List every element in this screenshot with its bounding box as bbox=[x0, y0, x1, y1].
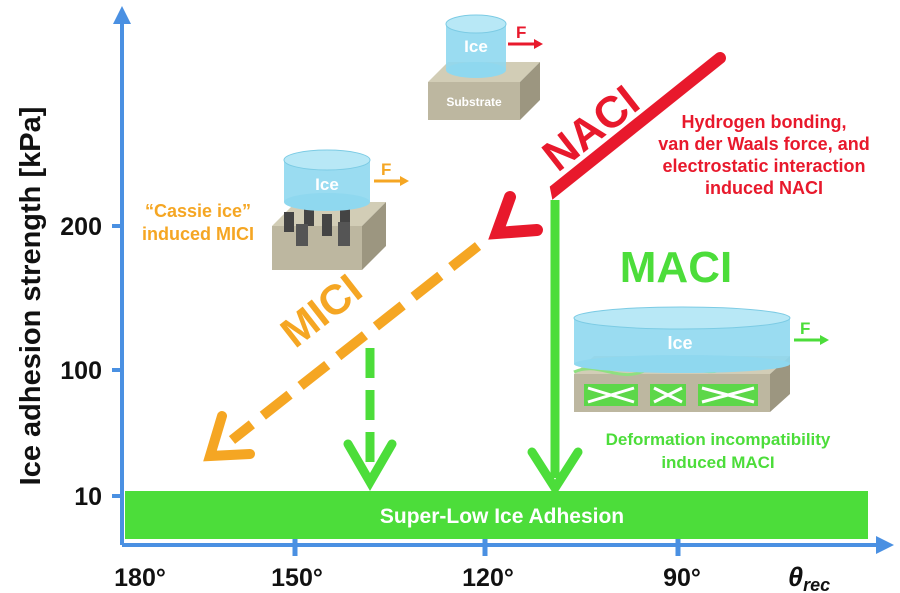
illustration-cassie-ice: Ice F bbox=[272, 149, 409, 270]
x-axis-arrowhead bbox=[876, 536, 894, 554]
substrate-label: Substrate bbox=[446, 95, 502, 109]
super-low-band: Super-Low Ice Adhesion bbox=[125, 491, 868, 539]
naci-arrowhead bbox=[490, 178, 586, 240]
maci-force-arrowhead bbox=[820, 335, 829, 345]
mici-desc-line-1: “Cassie ice” bbox=[145, 201, 251, 221]
pillar bbox=[338, 222, 350, 246]
illustration-maci: Ice F bbox=[573, 306, 829, 412]
super-low-band-label: Super-Low Ice Adhesion bbox=[380, 505, 624, 528]
cassie-ice-label: Ice bbox=[315, 175, 339, 194]
naci-desc-line-2: van der Waals force, and bbox=[658, 134, 869, 154]
x-tick-label-180: 180° bbox=[114, 564, 166, 592]
naci-desc-line-1: Hydrogen bonding, bbox=[682, 112, 847, 132]
naci-desc-line-4: induced NACI bbox=[705, 178, 823, 198]
pillar bbox=[322, 214, 332, 236]
pillar bbox=[340, 206, 350, 226]
pillar bbox=[296, 224, 308, 246]
mici-arrowhead-chevron bbox=[203, 411, 255, 462]
maci-desc-line-2: induced MACI bbox=[661, 453, 774, 472]
y-tick-label-200: 200 bbox=[60, 213, 102, 241]
cassie-substrate-side bbox=[362, 202, 386, 270]
x-tick-label-90: 90° bbox=[663, 564, 701, 592]
naci-down-arrow bbox=[527, 200, 583, 497]
force-arrowhead bbox=[534, 39, 543, 49]
mici-description: “Cassie ice” induced MICI bbox=[142, 201, 254, 244]
y-tick-label-100: 100 bbox=[60, 357, 102, 385]
maci-ice-label: Ice bbox=[667, 333, 692, 353]
substrate-block-side bbox=[520, 62, 540, 120]
cassie-ice-bottom bbox=[284, 193, 370, 211]
mici-desc-line-2: induced MICI bbox=[142, 224, 254, 244]
axes: 10 100 200 180° 150° 120° 90° θrec Ice a… bbox=[15, 6, 894, 593]
y-axis-label: Ice adhesion strength [kPa] bbox=[15, 107, 47, 486]
maci-ice-bottom bbox=[574, 355, 790, 373]
maci-substrate-side bbox=[770, 356, 790, 412]
substrate-block-front bbox=[428, 82, 520, 120]
naci-arrowhead-chevron bbox=[488, 191, 543, 240]
pillar bbox=[304, 206, 314, 226]
maci-ice-top bbox=[573, 306, 791, 330]
naci-description: Hydrogen bonding, van der Waals force, a… bbox=[658, 112, 869, 198]
maci-description: Deformation incompatibility induced MACI bbox=[606, 430, 831, 472]
mici-arrow: MICI bbox=[203, 242, 482, 462]
mici-down-arrow bbox=[343, 348, 397, 491]
super-low-band-rect bbox=[125, 491, 868, 539]
x-tick-label-120: 120° bbox=[462, 564, 514, 592]
ice-label: Ice bbox=[464, 37, 488, 56]
x-axis-label: θrec bbox=[788, 562, 830, 593]
maci-force-label: F bbox=[800, 319, 810, 338]
illustration-ice-on-substrate: Substrate Ice F bbox=[428, 14, 543, 120]
y-tick-label-10: 10 bbox=[74, 483, 102, 511]
maci-label: MACI bbox=[620, 243, 732, 292]
cassie-force-label: F bbox=[381, 160, 391, 179]
naci-desc-line-3: electrostatic interaction bbox=[662, 156, 865, 176]
force-label: F bbox=[516, 23, 526, 42]
cassie-force-arrowhead bbox=[400, 176, 409, 186]
ice-block-top bbox=[445, 14, 507, 34]
x-tick-label-150: 150° bbox=[271, 564, 323, 592]
pillar bbox=[284, 212, 294, 232]
ice-block-bottom bbox=[446, 62, 506, 78]
cassie-ice-top bbox=[283, 149, 371, 171]
maci-desc-line-1: Deformation incompatibility bbox=[606, 430, 831, 449]
y-axis-arrowhead bbox=[113, 6, 131, 24]
